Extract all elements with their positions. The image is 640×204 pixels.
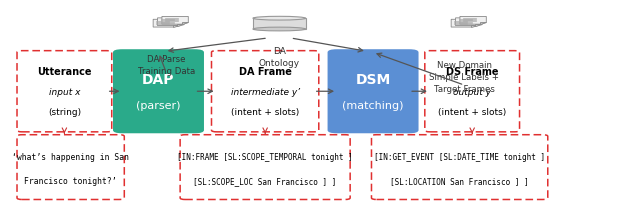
Polygon shape <box>480 23 486 25</box>
Text: New Domain
Simple Labels +
Target Frames: New Domain Simple Labels + Target Frames <box>429 61 499 94</box>
Polygon shape <box>182 23 188 25</box>
Text: (matching): (matching) <box>342 101 404 111</box>
Polygon shape <box>177 25 184 27</box>
Text: (intent + slots): (intent + slots) <box>231 108 300 116</box>
Text: (intent + slots): (intent + slots) <box>438 108 506 116</box>
Polygon shape <box>157 19 184 27</box>
Polygon shape <box>162 17 188 25</box>
Text: DSM: DSM <box>355 72 390 86</box>
Polygon shape <box>153 20 179 28</box>
Text: (parser): (parser) <box>136 101 180 111</box>
Polygon shape <box>471 26 477 28</box>
Text: [SL:SCOPE_LOC San Francisco ] ]: [SL:SCOPE_LOC San Francisco ] ] <box>193 176 337 185</box>
Text: DA Frame: DA Frame <box>239 67 292 77</box>
Ellipse shape <box>253 28 306 32</box>
Polygon shape <box>476 25 482 27</box>
Text: intermediate y’: intermediate y’ <box>230 87 300 96</box>
Ellipse shape <box>253 17 306 21</box>
Polygon shape <box>451 20 477 28</box>
Text: (string): (string) <box>48 108 81 116</box>
Text: DS Frame: DS Frame <box>446 67 499 77</box>
Text: output y: output y <box>453 87 491 96</box>
Text: [IN:FRAME [SL:SCOPE_TEMPORAL tonight ]: [IN:FRAME [SL:SCOPE_TEMPORAL tonight ] <box>177 152 353 161</box>
FancyBboxPatch shape <box>17 135 124 200</box>
Text: input x: input x <box>49 87 80 96</box>
FancyBboxPatch shape <box>17 51 112 132</box>
FancyBboxPatch shape <box>253 19 306 30</box>
Text: Utterance: Utterance <box>37 67 92 77</box>
FancyBboxPatch shape <box>328 50 419 134</box>
Text: [IN:GET_EVENT [SL:DATE_TIME tonight ]: [IN:GET_EVENT [SL:DATE_TIME tonight ] <box>374 152 545 161</box>
FancyBboxPatch shape <box>113 50 204 134</box>
FancyBboxPatch shape <box>211 51 319 132</box>
Polygon shape <box>460 17 486 25</box>
Text: ‘what’s happening in San: ‘what’s happening in San <box>12 152 129 161</box>
FancyBboxPatch shape <box>425 51 520 132</box>
FancyBboxPatch shape <box>371 135 548 200</box>
Polygon shape <box>456 19 482 27</box>
Polygon shape <box>173 26 179 28</box>
Text: DAP: DAP <box>142 72 175 86</box>
Text: DA
Ontology: DA Ontology <box>259 47 300 68</box>
Text: [SL:LOCATION San Francisco ] ]: [SL:LOCATION San Francisco ] ] <box>390 176 529 185</box>
FancyBboxPatch shape <box>180 135 350 200</box>
Text: DA Parse
Training Data: DA Parse Training Data <box>138 55 195 76</box>
Text: Francisco tonight?’: Francisco tonight?’ <box>24 176 117 185</box>
